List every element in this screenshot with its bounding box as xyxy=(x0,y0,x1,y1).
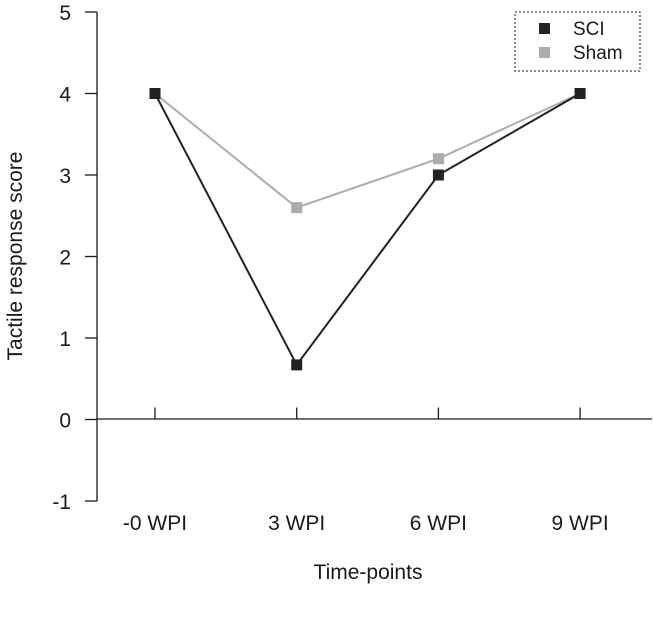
y-tick-label: 3 xyxy=(59,165,71,188)
y-tick-label: -1 xyxy=(52,491,71,514)
legend-box xyxy=(514,11,641,72)
data-point-sham xyxy=(291,202,303,214)
x-axis-title: Time-points xyxy=(314,561,423,584)
y-tick-label: 2 xyxy=(59,247,71,270)
x-tick-label: 3 WPI xyxy=(268,512,325,535)
legend-sci-marker xyxy=(539,23,550,34)
x-tick-label: 9 WPI xyxy=(552,512,609,535)
legend-sci-label: SCI xyxy=(573,19,605,40)
y-tick-label: 0 xyxy=(59,410,71,433)
y-tick-label: 1 xyxy=(59,328,71,351)
series-line-sham xyxy=(154,92,581,209)
legend: SCI Sham xyxy=(514,11,641,72)
y-tick-label: 4 xyxy=(59,84,71,107)
y-axis-title: Tactile response score xyxy=(4,152,27,361)
series-layer xyxy=(149,88,586,371)
x-tick-label: -0 WPI xyxy=(123,512,187,535)
legend-sham-label: Sham xyxy=(573,43,623,64)
x-tick-label: 6 WPI xyxy=(410,512,467,535)
x-axis-ticks: -0 WPI 3 WPI 6 WPI 9 WPI xyxy=(123,407,609,535)
data-point-sci xyxy=(149,88,161,99)
y-tick-label: 5 xyxy=(59,2,71,25)
data-point-sham xyxy=(432,153,444,165)
data-point-sci xyxy=(574,88,586,99)
series-line-sci xyxy=(154,92,581,367)
data-point-sci xyxy=(432,169,444,181)
data-point-sci xyxy=(291,359,303,371)
legend-sham-marker xyxy=(539,47,550,58)
y-axis-ticks: -1 0 1 2 3 4 5 xyxy=(52,2,97,514)
